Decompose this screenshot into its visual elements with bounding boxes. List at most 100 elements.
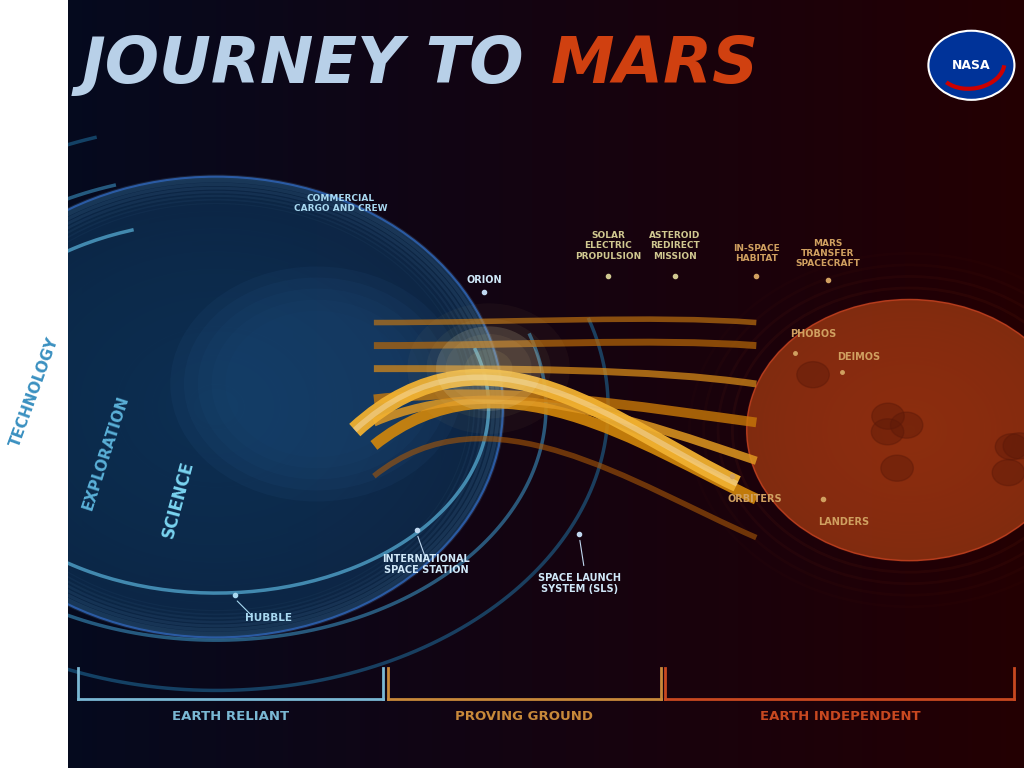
Circle shape xyxy=(0,223,445,591)
Circle shape xyxy=(828,365,990,495)
Circle shape xyxy=(166,367,266,447)
Circle shape xyxy=(123,333,309,482)
Text: ORBITERS: ORBITERS xyxy=(728,494,782,505)
Circle shape xyxy=(1,234,431,580)
Circle shape xyxy=(0,177,503,637)
Text: ORION: ORION xyxy=(466,275,502,286)
Circle shape xyxy=(809,465,842,491)
Circle shape xyxy=(173,372,259,442)
Circle shape xyxy=(774,321,1024,539)
Circle shape xyxy=(817,356,1001,504)
Circle shape xyxy=(893,417,926,443)
Circle shape xyxy=(746,300,1024,561)
Circle shape xyxy=(866,413,898,439)
Circle shape xyxy=(159,361,273,453)
Circle shape xyxy=(180,379,252,436)
Text: EARTH RELIANT: EARTH RELIANT xyxy=(172,710,289,723)
Text: DEIMOS: DEIMOS xyxy=(838,352,881,362)
Circle shape xyxy=(801,343,1018,517)
Circle shape xyxy=(209,402,223,413)
Circle shape xyxy=(946,409,979,435)
Circle shape xyxy=(187,384,245,430)
Circle shape xyxy=(80,298,352,517)
Circle shape xyxy=(0,206,467,609)
Circle shape xyxy=(73,292,359,522)
Text: LANDERS: LANDERS xyxy=(818,517,869,528)
Circle shape xyxy=(980,364,1013,390)
Circle shape xyxy=(746,300,1024,561)
Circle shape xyxy=(844,378,974,482)
Text: SCIENCE: SCIENCE xyxy=(159,458,197,540)
Text: EXPLORATION: EXPLORATION xyxy=(81,394,132,512)
Circle shape xyxy=(898,422,921,439)
Circle shape xyxy=(8,240,424,574)
Circle shape xyxy=(806,347,1012,513)
Circle shape xyxy=(465,349,513,388)
Circle shape xyxy=(436,326,542,411)
Circle shape xyxy=(30,257,402,557)
Text: SPACE LAUNCH
SYSTEM (SLS): SPACE LAUNCH SYSTEM (SLS) xyxy=(538,573,621,594)
Circle shape xyxy=(0,200,474,614)
Circle shape xyxy=(758,308,1024,552)
Circle shape xyxy=(785,452,818,478)
Text: JOURNEY TO: JOURNEY TO xyxy=(81,35,546,96)
Circle shape xyxy=(812,352,1007,508)
Circle shape xyxy=(888,412,931,448)
Circle shape xyxy=(822,360,996,500)
Circle shape xyxy=(15,246,417,568)
Circle shape xyxy=(202,396,230,419)
Text: TECHNOLOGY: TECHNOLOGY xyxy=(7,335,61,449)
Circle shape xyxy=(130,338,302,476)
Text: MARS: MARS xyxy=(551,35,759,96)
Circle shape xyxy=(799,366,831,392)
Circle shape xyxy=(871,399,947,461)
Circle shape xyxy=(51,275,381,539)
Text: NASA: NASA xyxy=(952,59,991,71)
Circle shape xyxy=(784,330,1024,530)
Text: EARTH INDEPENDENT: EARTH INDEPENDENT xyxy=(760,710,921,723)
Circle shape xyxy=(839,373,980,487)
Circle shape xyxy=(847,485,880,511)
Circle shape xyxy=(796,339,1023,521)
Circle shape xyxy=(94,310,338,505)
Text: PROVING GROUND: PROVING GROUND xyxy=(456,710,594,723)
Circle shape xyxy=(877,486,909,512)
Circle shape xyxy=(170,266,463,502)
Circle shape xyxy=(101,315,331,499)
Circle shape xyxy=(860,391,958,469)
Circle shape xyxy=(116,326,316,488)
Circle shape xyxy=(0,217,453,598)
Text: IN-SPACE
HABITAT: IN-SPACE HABITAT xyxy=(733,243,779,263)
Circle shape xyxy=(768,317,1024,543)
Circle shape xyxy=(195,390,238,425)
Circle shape xyxy=(66,286,367,528)
Circle shape xyxy=(753,304,1024,556)
Circle shape xyxy=(23,252,410,562)
Text: HUBBLE: HUBBLE xyxy=(245,613,292,624)
Circle shape xyxy=(763,313,1024,548)
Circle shape xyxy=(44,269,388,545)
Text: COMMERCIAL
CARGO AND CREW: COMMERCIAL CARGO AND CREW xyxy=(294,194,387,214)
Circle shape xyxy=(855,386,964,474)
Text: MARS
TRANSFER
SPACECRAFT: MARS TRANSFER SPACECRAFT xyxy=(796,239,860,268)
Circle shape xyxy=(0,177,503,637)
Circle shape xyxy=(109,321,324,494)
Circle shape xyxy=(929,31,1015,100)
Text: INTERNATIONAL
SPACE STATION: INTERNATIONAL SPACE STATION xyxy=(383,554,470,575)
Circle shape xyxy=(0,183,496,631)
Circle shape xyxy=(137,344,295,471)
Text: ASTEROID
REDIRECT
MISSION: ASTEROID REDIRECT MISSION xyxy=(649,231,700,260)
Circle shape xyxy=(779,326,1024,535)
Circle shape xyxy=(144,349,288,465)
Circle shape xyxy=(58,280,374,534)
Circle shape xyxy=(37,263,395,551)
Circle shape xyxy=(87,303,345,511)
Circle shape xyxy=(834,369,985,491)
Circle shape xyxy=(0,188,488,626)
Circle shape xyxy=(883,409,936,452)
Circle shape xyxy=(791,334,1024,526)
Circle shape xyxy=(850,382,969,478)
Circle shape xyxy=(866,396,952,465)
Circle shape xyxy=(0,229,438,586)
Circle shape xyxy=(426,319,551,419)
